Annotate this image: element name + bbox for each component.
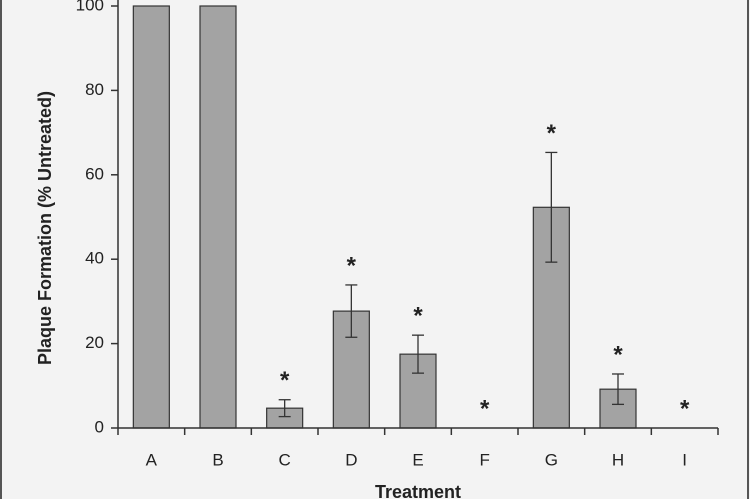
significance-mark: * [280,367,290,394]
y-tick-label: 0 [95,417,104,436]
significance-mark: * [480,395,490,422]
x-tick-label: C [279,450,291,469]
x-tick-label: H [612,450,624,469]
y-tick-label: 20 [85,333,104,352]
significance-mark: * [547,120,557,147]
x-tick-label: E [412,450,423,469]
x-tick-label: B [212,450,223,469]
significance-mark: * [413,303,423,330]
bar [199,5,237,429]
y-tick-label: 80 [85,80,104,99]
y-tick-label: 100 [76,0,104,14]
x-axis-label: Treatment [375,482,461,499]
x-tick-label: A [146,450,158,469]
significance-mark: * [347,252,357,279]
y-tick-label: 60 [85,164,104,183]
significance-mark: * [680,395,690,422]
x-tick-label: G [545,450,558,469]
bar [132,5,170,429]
y-axis-label: Plaque Formation (% Untreated) [35,91,55,365]
x-tick-label: D [345,450,357,469]
significance-mark: * [613,341,623,368]
x-tick-label: I [682,450,687,469]
y-tick-label: 40 [85,249,104,268]
x-tick-label: F [479,450,489,469]
